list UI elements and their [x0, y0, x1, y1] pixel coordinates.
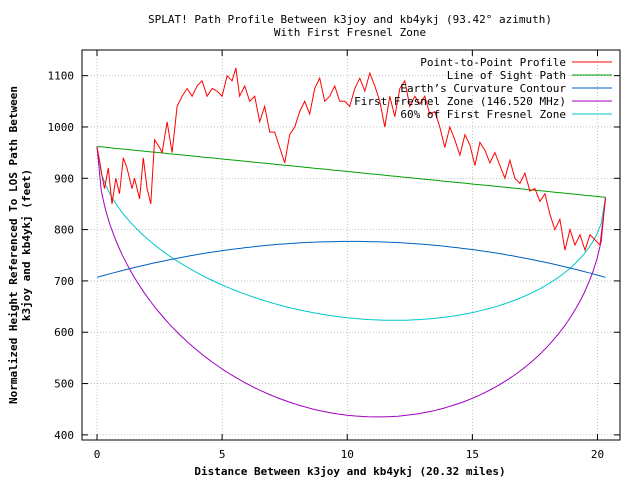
y-tick-label: 900 — [54, 172, 74, 185]
tick-layer: 0 5 10 15 20 400 500 600 700 800 900 1000 1100 — [48, 50, 620, 461]
y-tick-label: 700 — [54, 275, 74, 288]
series-line-los — [96, 146, 606, 198]
x-tick-label: 5 — [219, 448, 226, 461]
y-tick-label: 400 — [54, 429, 74, 442]
x-tick-label: 10 — [341, 448, 354, 461]
x-tick-label: 20 — [591, 448, 604, 461]
chart-subtitle: With First Fresnel Zone — [274, 26, 426, 39]
legend-label: 60% of First Fresnel Zone — [400, 108, 566, 121]
y-tick-label: 1000 — [48, 121, 75, 134]
series-layer — [96, 67, 606, 418]
chart-title: SPLAT! Path Profile Between k3joy and kb… — [148, 13, 552, 26]
legend-label: First Fresnel Zone (146.520 MHz) — [354, 95, 566, 108]
y-tick-label: 600 — [54, 326, 74, 339]
y-tick-label: 1100 — [48, 70, 75, 83]
y-axis-label-line1: Normalized Height Referenced To LOS Path… — [7, 86, 20, 404]
plot-frame — [81, 49, 621, 441]
x-tick-label: 0 — [94, 448, 101, 461]
grid-layer — [82, 50, 620, 440]
y-axis-label-line2: k3joy and kb4ykj (feet) — [20, 169, 33, 321]
series-line-fresnel60 — [96, 146, 606, 321]
series-line-fresnel — [96, 146, 606, 418]
legend-label: Earth’s Curvature Contour — [400, 82, 566, 95]
legend-label: Line of Sight Path — [447, 69, 566, 82]
x-axis-label: Distance Between k3joy and kb4ykj (20.32… — [194, 465, 505, 478]
series-line-profile — [96, 67, 606, 252]
y-tick-label: 500 — [54, 378, 74, 391]
series-line-earth — [96, 240, 606, 278]
legend-label: Point-to-Point Profile — [420, 56, 566, 69]
x-tick-label: 15 — [466, 448, 479, 461]
y-tick-label: 800 — [54, 224, 74, 237]
